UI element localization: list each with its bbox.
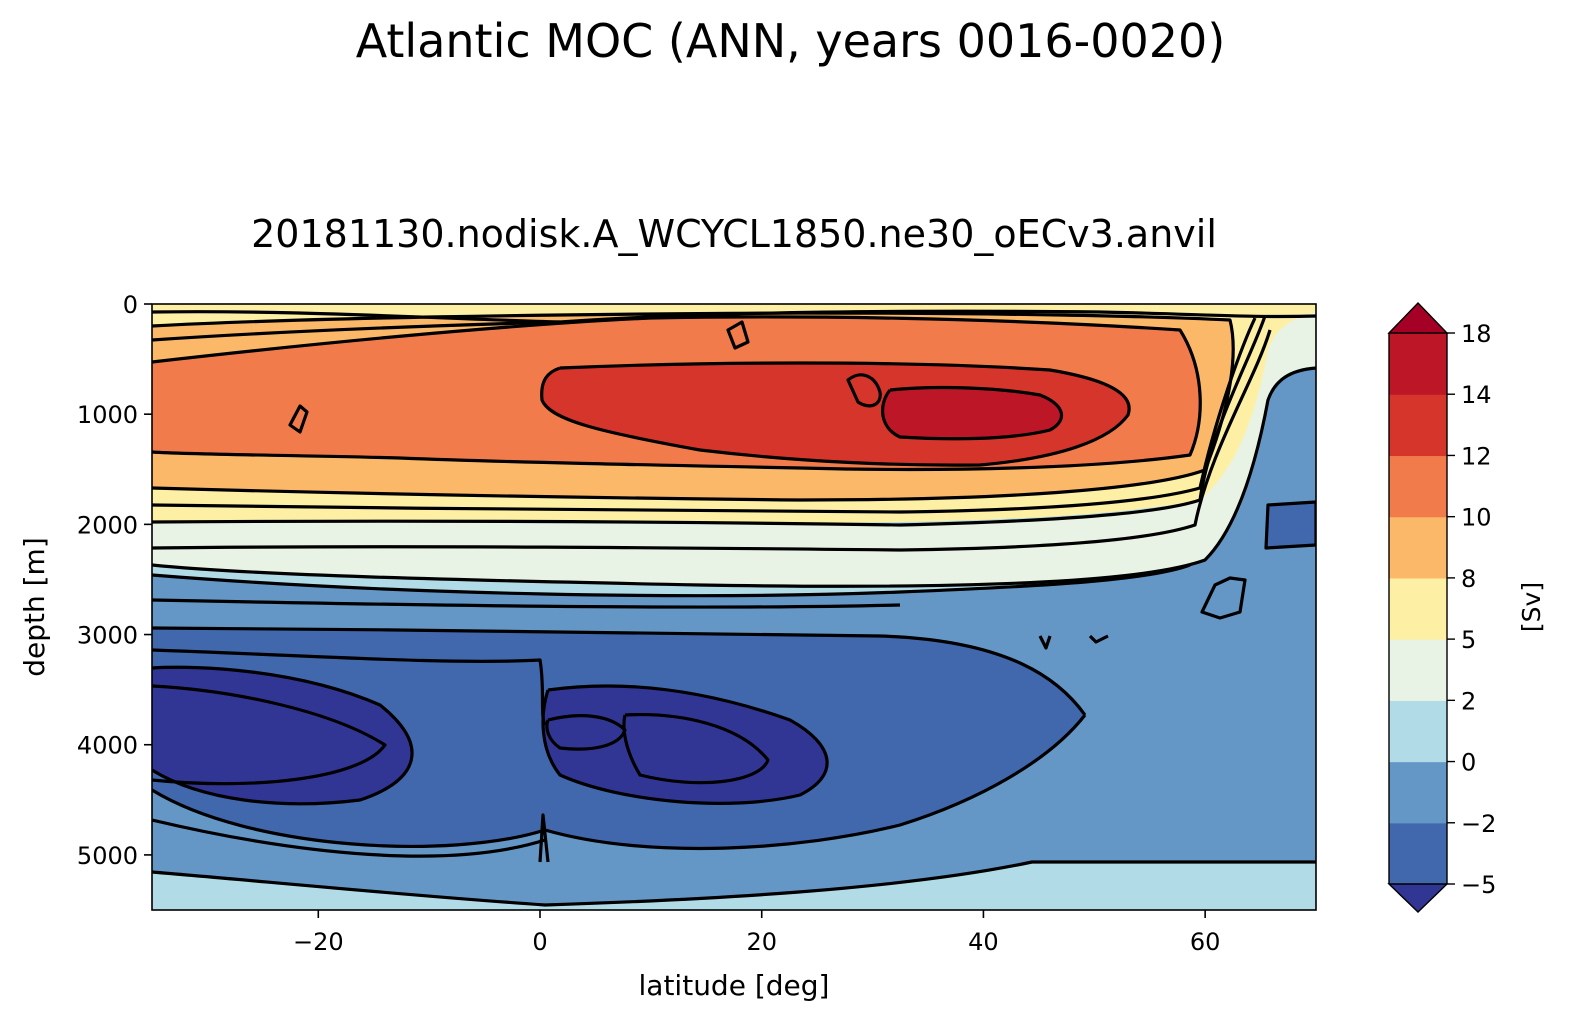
colorbar-band: [1389, 639, 1447, 701]
contour-line: [1088, 634, 1109, 644]
colorbar-tick-label: 2: [1461, 687, 1476, 715]
colorbar-tick-label: −2: [1461, 810, 1496, 838]
contour-line: [545, 714, 627, 751]
axes: [151, 303, 1317, 911]
x-tick-label: 20: [746, 928, 777, 956]
contour-line: [288, 404, 309, 434]
contour-line: [1264, 500, 1316, 550]
contour-line: [152, 648, 547, 726]
colorbar-extend-max: [1387, 301, 1449, 334]
contour-line: [152, 626, 1087, 716]
contour-line: [152, 563, 1191, 598]
y-tick-label: 3000: [77, 622, 138, 650]
colorbar-tick-label: 18: [1461, 320, 1492, 348]
contour-line: [152, 598, 901, 609]
contour-line: [622, 712, 770, 785]
contour-line: [152, 315, 1202, 472]
contour-line: [152, 468, 1206, 502]
x-tick-label: 40: [968, 928, 999, 956]
y-tick-label: 1000: [77, 401, 138, 429]
contour-line: [152, 714, 1087, 851]
contour-line: [152, 684, 387, 786]
band-2-to-5: [152, 312, 1316, 587]
colorbar-tick-label: 14: [1461, 381, 1492, 409]
contour-line: [541, 684, 829, 805]
contour-lines: [152, 309, 1316, 907]
band-neg2-patch-north: [1266, 502, 1316, 548]
colorbar-band: [1389, 516, 1447, 579]
colorbar-band: [1389, 822, 1447, 885]
x-axis-ticks: −20 0 20 40 60: [293, 910, 1220, 956]
x-tick-label: −20: [293, 928, 344, 956]
contour-line: [152, 311, 1235, 471]
contour-line: [152, 317, 1257, 514]
colorbar-band: [1389, 455, 1447, 518]
contour-line: [152, 329, 1272, 552]
contour-line: [152, 860, 1316, 907]
axes-title: 20181130.nodisk.A_WCYCL1850.ne30_oECv3.a…: [251, 212, 1217, 256]
figure-suptitle: Atlantic MOC (ANN, years 0016-0020): [355, 14, 1226, 68]
colorbar: −5 −2 0 2 5 8 10 12 14 18: [1387, 301, 1496, 913]
contour-line: [726, 320, 750, 350]
colorbar-tick-label: 8: [1461, 565, 1476, 593]
axes-frame: [151, 303, 1317, 911]
colorbar-band: [1389, 577, 1447, 640]
colorbar-band: [1389, 333, 1447, 395]
colorbar-extend-min: [1387, 883, 1449, 913]
colorbar-tick-label: 10: [1461, 504, 1492, 532]
contour-line: [540, 361, 1131, 467]
y-tick-label: 0: [123, 291, 138, 319]
colorbar-tick-label: 0: [1461, 749, 1476, 777]
y-tick-label: 5000: [77, 842, 138, 870]
contour-line: [152, 366, 1316, 588]
colorbar-band: [1389, 700, 1447, 763]
y-tick-label: 2000: [77, 511, 138, 539]
contour-line: [538, 813, 550, 863]
contour-line: [152, 315, 1267, 527]
contour-line: [881, 385, 1063, 441]
x-tick-label: 60: [1190, 928, 1221, 956]
y-axis-ticks: 0 1000 2000 3000 4000 5000: [77, 291, 152, 870]
colorbar-band: [1389, 394, 1447, 457]
x-axis-label: latitude [deg]: [639, 969, 830, 1002]
contour-line: [1038, 635, 1052, 650]
colorbar-tick-label: −5: [1461, 871, 1496, 899]
colorbar-outline: [1388, 333, 1448, 884]
y-tick-label: 4000: [77, 732, 138, 760]
colorbar-tick-label: 5: [1461, 626, 1476, 654]
colorbar-tick-label: 12: [1461, 442, 1492, 470]
contour-line: [1200, 576, 1247, 620]
contour-line: [152, 818, 546, 858]
band-below-neg5-north: [543, 685, 828, 804]
x-tick-label: 0: [532, 928, 547, 956]
contour-line: [152, 320, 561, 342]
contour-line: [846, 373, 882, 408]
colorbar-label: [Sv]: [1517, 582, 1546, 632]
colorbar-band: [1389, 761, 1447, 824]
contour-line: [152, 665, 414, 806]
y-axis-label: depth [m]: [18, 537, 51, 677]
band-14-to-18: [882, 387, 1062, 439]
